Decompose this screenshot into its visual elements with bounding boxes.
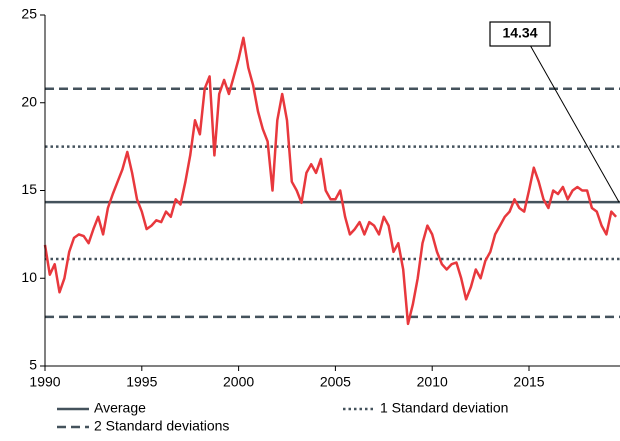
y-tick-label: 5: [29, 357, 37, 373]
legend-label: 1 Standard deviation: [380, 400, 508, 416]
x-tick-label: 2010: [417, 374, 448, 390]
y-tick-label: 10: [21, 269, 37, 285]
x-tick-label: 2005: [320, 374, 351, 390]
legend-label: Average: [94, 400, 146, 416]
annotation-leader: [529, 44, 620, 203]
annotation-box: [489, 21, 551, 47]
x-tick-label: 2015: [513, 374, 544, 390]
y-tick-label: 20: [21, 93, 37, 109]
y-tick-label: 25: [21, 6, 37, 22]
x-tick-label: 1995: [126, 374, 157, 390]
legend-label: 2 Standard deviations: [94, 418, 229, 434]
x-tick-label: 1990: [29, 374, 60, 390]
y-tick-label: 15: [21, 181, 37, 197]
data-line: [43, 36, 618, 326]
annotation-label: 14.34: [502, 25, 537, 41]
x-tick-label: 2000: [223, 374, 254, 390]
